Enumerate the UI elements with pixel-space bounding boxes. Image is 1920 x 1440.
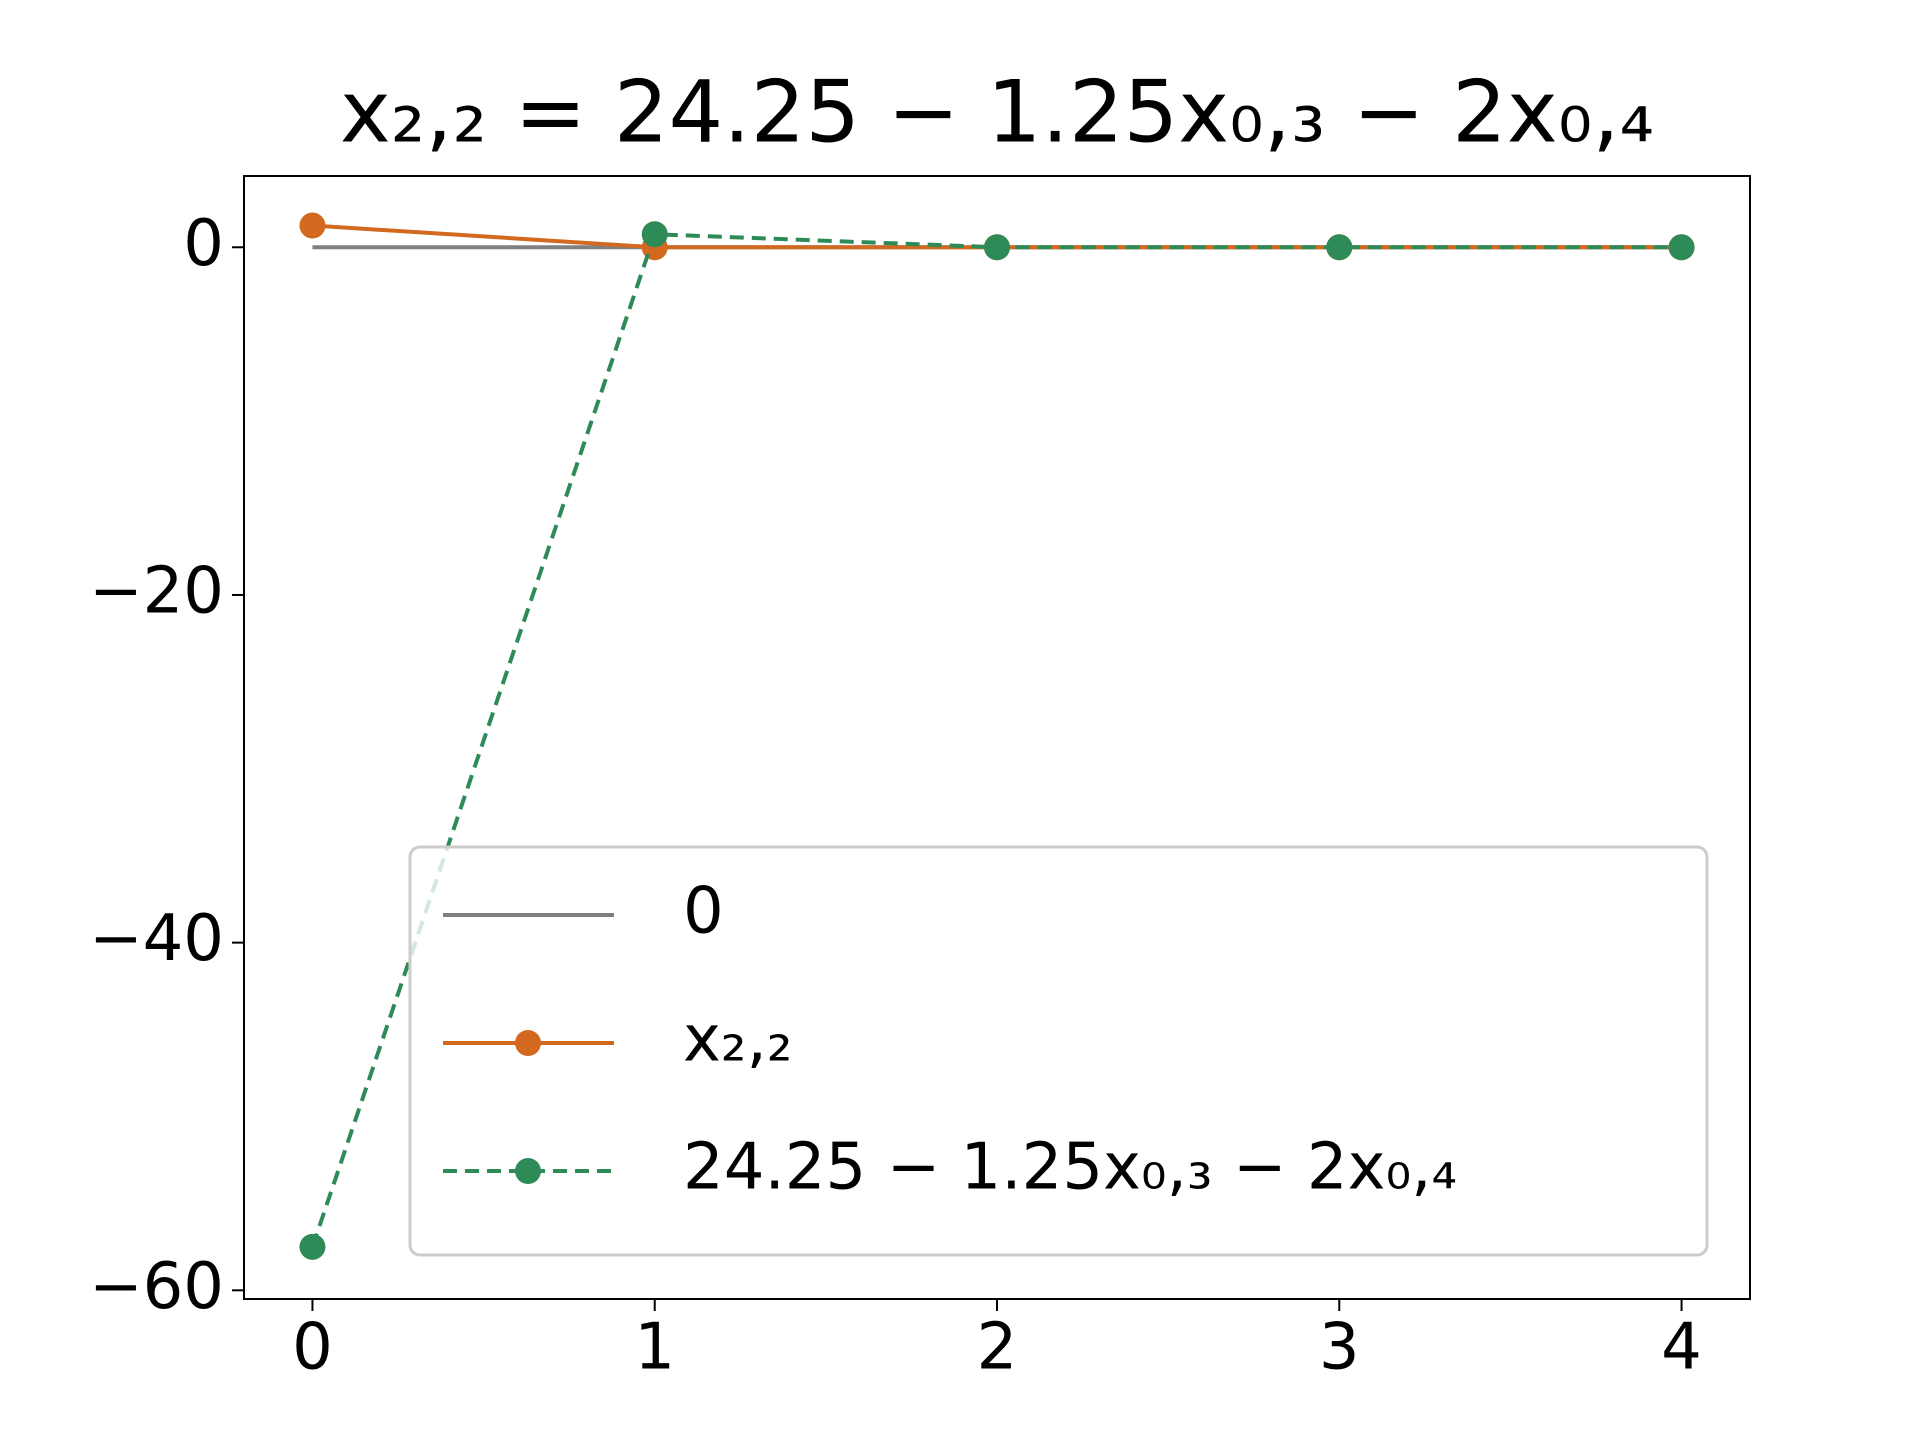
legend-marker bbox=[515, 1158, 541, 1184]
y-tick-label: −60 bbox=[89, 1250, 224, 1324]
marker bbox=[299, 212, 326, 239]
y-tick-label: 0 bbox=[183, 207, 224, 281]
marker bbox=[1326, 234, 1353, 261]
y-tick-label: −20 bbox=[89, 555, 224, 629]
legend-box bbox=[408, 845, 1709, 1257]
marker bbox=[984, 234, 1010, 261]
legend-marker bbox=[515, 1030, 541, 1056]
x-tick-label: 2 bbox=[977, 1311, 1018, 1385]
x-tick-label: 4 bbox=[1661, 1311, 1702, 1385]
x-tick-label: 1 bbox=[634, 1311, 675, 1385]
legend-label: x₂,₂ bbox=[683, 1003, 793, 1077]
plot-frame bbox=[243, 175, 1751, 1300]
x-tick-label: 3 bbox=[1319, 1311, 1360, 1385]
legend-label: 0 bbox=[683, 875, 724, 949]
marker bbox=[299, 1233, 326, 1260]
chart-title: x₂,₂ = 24.25 − 1.25x₀,₃ − 2x₀,₄ bbox=[340, 62, 1654, 162]
x-tick-label: 0 bbox=[292, 1311, 333, 1385]
y-tick-label: −40 bbox=[89, 902, 224, 976]
marker bbox=[641, 221, 668, 248]
legend-label: 24.25 − 1.25x₀,₃ − 2x₀,₄ bbox=[683, 1131, 1457, 1205]
marker bbox=[1668, 234, 1695, 261]
